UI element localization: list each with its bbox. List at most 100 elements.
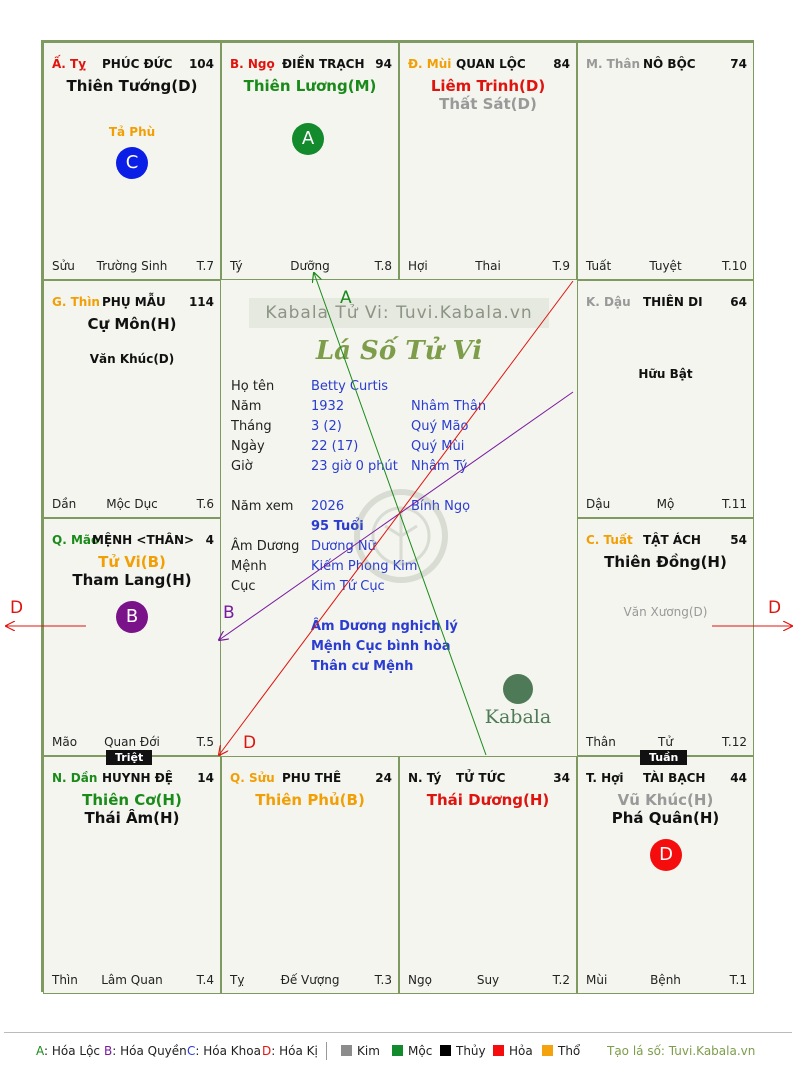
element-color-swatch — [542, 1045, 553, 1056]
thang-han: T.10 — [722, 259, 747, 273]
star-list: Tử Vi(B) Tham Lang(H) — [44, 553, 220, 589]
can-chi: K. Dậu — [586, 295, 631, 309]
dai-van-chi: Mão — [52, 735, 78, 749]
palace-ngo[interactable]: B. Ngọ ĐIỀN TRẠCH 94 Thiên Lương(M) Tý Dưỡng T… — [221, 42, 399, 280]
info-label: Ngày — [231, 439, 265, 454]
palace-name: NÔ BỘC — [643, 57, 696, 71]
palace-name: HUYNH ĐỆ — [102, 771, 173, 785]
dai-van-chi: Thìn — [52, 973, 78, 987]
trang-sinh: Quan Đới — [104, 735, 160, 749]
element-1: Mộc — [392, 1044, 432, 1058]
palace-number: 94 — [375, 57, 392, 71]
star-list: Vũ Khúc(H) Phá Quân(H) — [578, 791, 753, 827]
thang-han: T.1 — [729, 973, 747, 987]
dai-van-chi: Dần — [52, 497, 77, 511]
palace-name: TỬ TỨC — [456, 771, 506, 785]
palace-mui[interactable]: Đ. Mùi QUAN LỘC 84 Liêm Trinh(D) Thất Sát(D)… — [399, 42, 577, 280]
legend-hoa-quyen: B: Hóa Quyền — [104, 1044, 187, 1058]
info-canchi: Quý Mùi — [411, 439, 465, 454]
main-star: Thái Dương(H) — [426, 791, 550, 809]
trang-sinh: Mộ — [656, 497, 675, 511]
main-star: Thái Âm(H) — [84, 809, 180, 827]
palace-name: TẬT ÁCH — [643, 533, 701, 547]
tuan-tag: Tuần — [640, 750, 688, 765]
minor-star: Văn Khúc(D) — [89, 352, 175, 366]
palace-name: QUAN LỘC — [456, 57, 526, 71]
element-3: Hỏa — [493, 1044, 533, 1058]
watermark: Kabala Tử Vi: Tuvi.Kabala.vn — [249, 298, 549, 328]
hoa-loc-circle: A — [292, 123, 324, 155]
palace-tuat[interactable]: C. Tuất TẬT ÁCH 54 Thiên Đồng(H) Văn Xương(D… — [577, 518, 754, 756]
dai-van-chi: Sửu — [52, 259, 75, 273]
element-label: Hỏa — [509, 1044, 533, 1058]
note: Thân cư Mệnh — [311, 659, 414, 674]
star-list: Thái Dương(H) — [400, 791, 576, 809]
palace-suu[interactable]: Q. Sửu PHU THÊ 24 Thiên Phủ(B) Tỵ Đế Vượng T.3 — [221, 756, 399, 994]
arrow-label-b: B — [223, 603, 235, 623]
thang-han: T.12 — [722, 735, 747, 749]
info-value: 3 (2) — [311, 419, 342, 434]
can-chi: N. Tý — [408, 771, 442, 785]
thang-han: T.4 — [196, 973, 214, 987]
palace-hoi[interactable]: T. Hợi TÀI BẠCH 44 Vũ Khúc(H) Phá Quân(H) Mùi… — [577, 756, 754, 994]
star-list: Cự Môn(H) — [44, 315, 220, 333]
main-star: Tử Vi(B) — [98, 553, 166, 571]
main-star: Thất Sát(D) — [439, 95, 537, 113]
palace-thin[interactable]: G. Thìn PHỤ MẪU 114 Cự Môn(H) Văn Khúc(D) Dần… — [43, 280, 221, 518]
site-link[interactable]: Tạo lá số: Tuvi.Kabala.vn — [607, 1044, 756, 1058]
nam-xem-label: Năm xem — [231, 499, 294, 514]
info-label: Cục — [231, 579, 256, 594]
arrow-label-d-left: D — [10, 598, 24, 618]
legend-hoa-khoa: C: Hóa Khoa — [187, 1044, 261, 1058]
hoa-quyen-circle: B — [116, 601, 148, 633]
arrow-label-a: A — [340, 288, 352, 308]
element-color-swatch — [440, 1045, 451, 1056]
legend: A: Hóa Lộc B: Hóa Quyền C: Hóa Khoa D: H… — [0, 1030, 796, 1070]
palace-dan[interactable]: N. Dần HUYNH ĐỆ 14 Thiên Cơ(H) Thái Âm(H) Thì… — [43, 756, 221, 994]
thang-han: T.11 — [722, 497, 747, 511]
star-list: Thiên Lương(M) — [222, 77, 398, 95]
element-4: Thổ — [542, 1044, 580, 1058]
info-value: 23 giờ 0 phút — [311, 459, 398, 474]
can-chi: Q. Sửu — [230, 771, 275, 785]
dai-van-chi: Tý — [230, 259, 243, 273]
palace-name: PHU THÊ — [282, 771, 342, 785]
palace-number: 54 — [730, 533, 747, 547]
palace-dau[interactable]: K. Dậu THIÊN DI 64 Hữu Bật Dậu Mộ T.11 — [577, 280, 754, 518]
palace-number: 84 — [553, 57, 570, 71]
palace-number: 104 — [188, 57, 214, 71]
minor-star: Văn Xương(D) — [623, 605, 708, 619]
info-label: Giờ — [231, 459, 253, 474]
palace-number: 74 — [730, 57, 747, 71]
info-label: Mệnh — [231, 559, 267, 574]
dai-van-chi: Hợi — [408, 259, 428, 273]
main-star: Thiên Lương(M) — [243, 77, 377, 95]
trang-sinh: Dưỡng — [290, 259, 330, 273]
info-canchi: Quý Mão — [411, 419, 469, 434]
thang-han: T.9 — [552, 259, 570, 273]
palace-number: 4 — [205, 533, 214, 547]
triet-tag: Triệt — [106, 750, 153, 765]
trang-sinh: Lâm Quan — [101, 973, 163, 987]
palace-number: 24 — [375, 771, 392, 785]
palace-number: 14 — [197, 771, 214, 785]
note: Âm Dương nghịch lý — [311, 619, 458, 634]
palace-name: THIÊN DI — [643, 295, 703, 309]
palace-ty[interactable]: Ấ. Tỵ PHÚC ĐỨC 104 Thiên Tướng(D) Sửu Trường … — [43, 42, 221, 280]
info-label: Tháng — [231, 419, 272, 434]
main-star: Vũ Khúc(H) — [617, 791, 714, 809]
palace-tys[interactable]: N. Tý TỬ TỨC 34 Thái Dương(H) Ngọ Suy T.2 — [399, 756, 577, 994]
element-label: Kim — [357, 1044, 380, 1058]
minor-star-list: Văn Xương(D) — [578, 604, 753, 620]
palace-number: 64 — [730, 295, 747, 309]
can-chi: N. Dần — [52, 771, 98, 785]
star-list: Thiên Phủ(B) — [222, 791, 398, 809]
dai-van-chi: Thân — [586, 735, 616, 749]
palace-mao[interactable]: Q. Mão MỆNH <THÂN> 4 Tử Vi(B) Tham Lang(H) Mã… — [43, 518, 221, 756]
palace-name: PHÚC ĐỨC — [102, 57, 173, 71]
palace-than[interactable]: M. Thân NÔ BỘC 74 Tuất Tuyệt T.10 — [577, 42, 754, 280]
thang-han: T.8 — [374, 259, 392, 273]
trang-sinh: Bệnh — [650, 973, 681, 987]
star-list: Thiên Đồng(H) — [578, 553, 753, 571]
dai-van-chi: Dậu — [586, 497, 611, 511]
